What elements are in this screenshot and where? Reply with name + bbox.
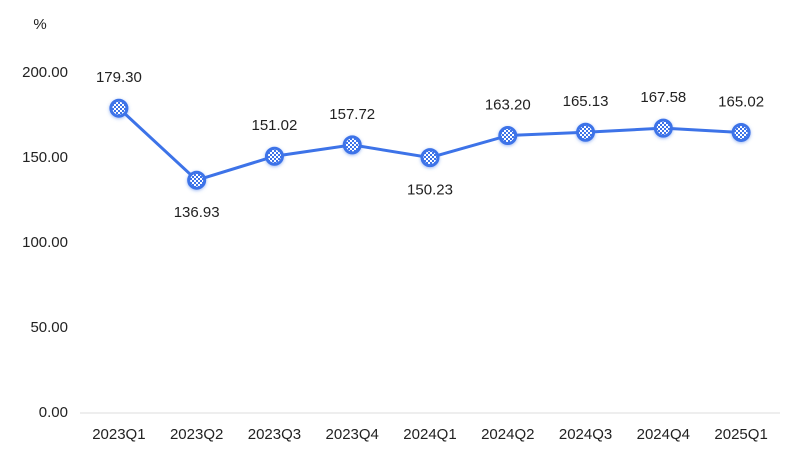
data-label: 165.02 [718, 93, 764, 110]
data-label: 136.93 [174, 204, 220, 221]
y-tick-label: 200.00 [22, 64, 68, 81]
x-tick-label: 2025Q1 [714, 426, 767, 443]
marker [498, 126, 518, 146]
marker [653, 118, 673, 138]
data-label: 179.30 [96, 69, 142, 86]
line [117, 107, 742, 182]
x-tick-label: 2023Q4 [326, 426, 379, 443]
x-tick-label: 2024Q1 [403, 426, 456, 443]
marker [576, 122, 596, 142]
x-tick-label: 2024Q3 [559, 426, 612, 443]
x-tick-label: 2024Q2 [481, 426, 534, 443]
data-label: 163.20 [485, 97, 531, 114]
data-label: 167.58 [640, 89, 686, 106]
marker [187, 170, 207, 190]
marker [342, 135, 362, 155]
data-label: 157.72 [329, 106, 375, 123]
data-label: 165.13 [563, 93, 609, 110]
x-tick-label: 2023Q1 [92, 426, 145, 443]
marker [109, 98, 129, 118]
data-label: 150.23 [407, 182, 453, 199]
data-label: 151.02 [251, 117, 297, 134]
y-axis-label: % [33, 16, 46, 33]
y-tick-label: 50.00 [30, 319, 68, 336]
marker [420, 148, 440, 168]
x-tick-label: 2023Q2 [170, 426, 223, 443]
x-tick-label: 2024Q4 [637, 426, 690, 443]
marker [731, 122, 751, 142]
y-tick-label: 150.00 [22, 149, 68, 166]
x-tick-label: 2023Q3 [248, 426, 301, 443]
y-tick-label: 0.00 [39, 404, 68, 421]
marker [264, 146, 284, 166]
y-tick-label: 100.00 [22, 234, 68, 251]
